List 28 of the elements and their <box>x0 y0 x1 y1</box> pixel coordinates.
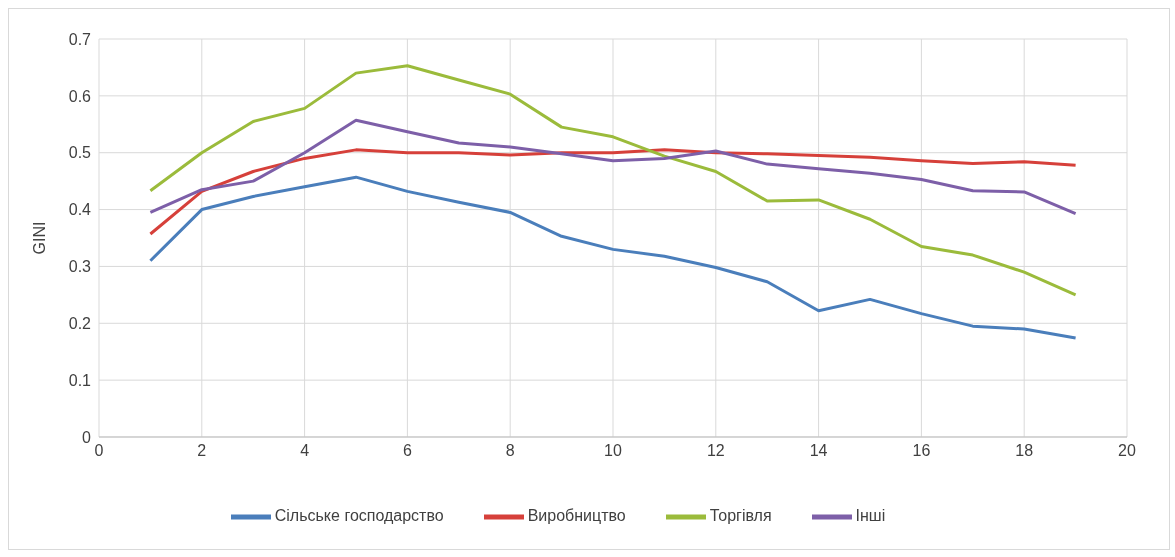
y-tick-label: 0.2 <box>68 314 92 332</box>
x-tick-label: 16 <box>912 442 931 460</box>
y-tick-label: 0.7 <box>68 30 92 48</box>
y-tick-label: 0.6 <box>68 87 92 105</box>
x-tick-label: 18 <box>1015 442 1034 460</box>
x-tick-label: 6 <box>402 442 412 460</box>
legend-label: Виробництво <box>527 507 626 525</box>
x-tick-label: 4 <box>300 442 310 460</box>
y-axis-title: GINI <box>30 221 48 255</box>
line-series <box>148 175 1078 340</box>
x-tick-label: 14 <box>809 442 828 460</box>
y-tick-label: 0 <box>82 428 92 446</box>
legend-label: Сільське господарство <box>274 507 444 525</box>
legend-label: Інші <box>855 507 886 525</box>
line-series <box>148 148 1078 236</box>
legend-label: Торгівля <box>709 507 772 525</box>
x-tick-label: 0 <box>94 442 104 460</box>
y-tick-label: 0.5 <box>68 144 92 162</box>
y-tick-label: 0.1 <box>68 371 92 389</box>
y-tick-label: 0.4 <box>68 201 92 219</box>
x-tick-label: 2 <box>197 442 207 460</box>
x-tick-label: 12 <box>706 442 725 460</box>
x-tick-label: 10 <box>604 442 622 460</box>
line-series <box>148 118 1078 216</box>
x-tick-label: 8 <box>505 442 515 460</box>
line-series <box>148 64 1078 297</box>
x-tick-label: 20 <box>1118 442 1136 460</box>
y-tick-label: 0.3 <box>68 258 92 276</box>
